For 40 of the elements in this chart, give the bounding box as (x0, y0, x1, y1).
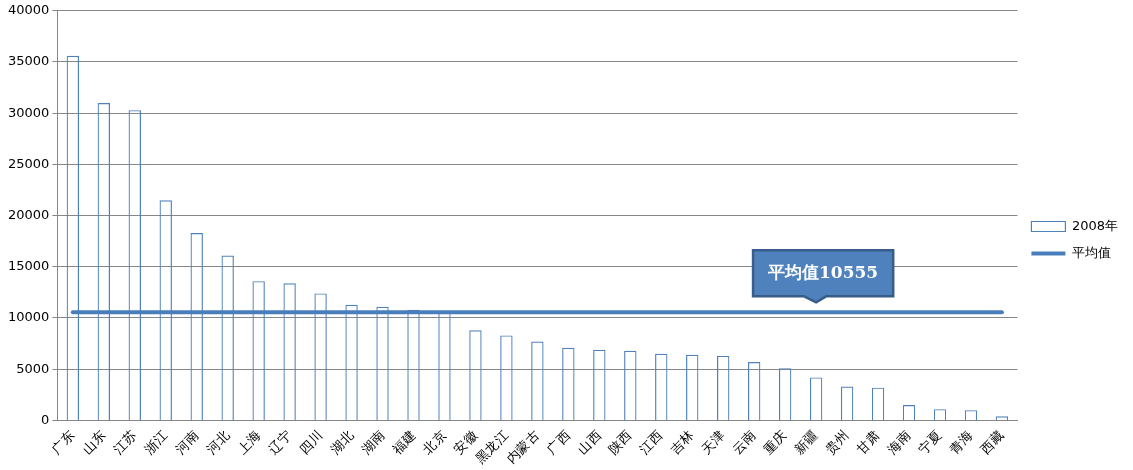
x-tick-label: 陕西 (605, 427, 635, 457)
x-tick-label: 天津 (698, 427, 728, 457)
x-tick-label: 贵州 (822, 427, 852, 457)
y-tick-label: 35000 (8, 53, 50, 69)
x-tick-label: 上海 (234, 427, 264, 457)
x-tick-label: 湖北 (327, 427, 357, 457)
x-tick-label: 云南 (729, 427, 759, 457)
x-tick-label: 海南 (884, 427, 914, 457)
x-tick-label: 西藏 (977, 427, 1007, 457)
x-tick-label: 广东 (48, 427, 78, 457)
x-tick-label: 河南 (172, 427, 202, 457)
x-tick-label: 甘肃 (853, 427, 883, 457)
x-tick-label: 河北 (203, 427, 233, 457)
y-tick-label: 25000 (8, 155, 50, 171)
x-tick-label: 江西 (636, 427, 666, 457)
y-tick-label: 30000 (8, 104, 50, 120)
legend-label: 平均值 (1071, 244, 1111, 260)
x-tick-label: 宁夏 (915, 427, 945, 457)
y-tick-label: 40000 (8, 2, 50, 18)
x-tick-label: 江苏 (110, 427, 140, 457)
x-tick-label: 青海 (946, 427, 976, 457)
y-tick-label: 15000 (8, 258, 50, 274)
legend-label: 2008年 (1071, 217, 1119, 233)
x-tick-label: 重庆 (760, 427, 790, 457)
x-tick-label: 广西 (543, 427, 573, 457)
annotation: 平均值10555 (767, 261, 879, 282)
x-tick-label: 湖南 (358, 427, 388, 457)
x-tick-label: 吉林 (667, 427, 697, 457)
y-tick-label: 10000 (8, 309, 50, 325)
x-tick-label: 福建 (389, 427, 419, 457)
x-tick-label: 四川 (296, 427, 326, 457)
y-tick-label: 20000 (8, 206, 50, 222)
x-tick-label: 辽宁 (265, 427, 295, 457)
y-tick-label: 0 (41, 411, 50, 427)
y-tick-label: 5000 (16, 360, 50, 376)
x-tick-label: 山东 (79, 427, 109, 457)
x-tick-label: 山西 (574, 427, 604, 457)
x-tick-label: 北京 (419, 427, 449, 457)
x-tick-label: 浙江 (141, 427, 171, 457)
x-tick-label: 新疆 (791, 427, 821, 457)
